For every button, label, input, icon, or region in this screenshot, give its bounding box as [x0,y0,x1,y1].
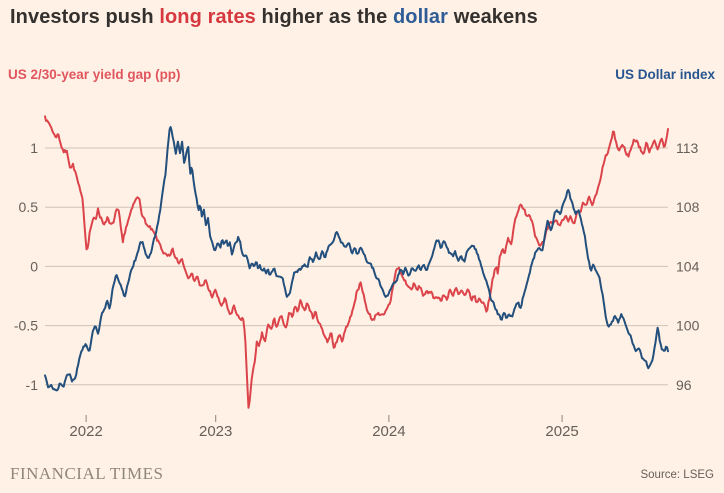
y-axis-left-tick-label: -1 [26,377,39,393]
y-axis-right-tick-label: 96 [676,377,692,393]
title-segment-dollar: dollar [392,6,449,28]
y-axis-left-tick-label: 1 [30,140,38,156]
source-label: Source: LSEG [640,469,714,481]
yield-gap-line [44,115,669,409]
x-axis-year-label: 2022 [69,423,102,440]
y-axis-right-tick-label: 104 [676,258,700,274]
title-segment-plain-3: weakens [448,6,538,28]
y-axis-right-tick-label: 108 [676,199,700,215]
x-axis-year-label: 2024 [372,423,405,440]
dollar-index-axis-label: US Dollar index [615,67,715,82]
axis-label-row: US 2/30-year yield gap (pp) US Dollar in… [0,67,724,85]
y-axis-right-tick-label: 100 [676,318,700,334]
ft-logo-text: FINANCIAL TIMES [10,464,164,483]
yield-gap-axis-label: US 2/30-year yield gap (pp) [8,67,181,82]
dollar-index-line [44,126,669,392]
title-segment-plain-1: Investors push [10,6,160,28]
y-axis-left-tick-label: 0 [30,258,38,274]
y-axis-left-tick-label: -0.5 [14,318,38,334]
chart-title: Investors push long rates higher as the … [10,6,710,29]
y-axis-left-tick-label: 0.5 [19,199,39,215]
x-axis-year-label: 2023 [199,423,232,440]
title-segment-long-rates: long rates [159,6,256,28]
x-axis-year-label: 2025 [545,423,578,440]
y-axis-right-tick-label: 113 [676,140,699,156]
title-segment-plain-2: higher as the [255,6,393,28]
